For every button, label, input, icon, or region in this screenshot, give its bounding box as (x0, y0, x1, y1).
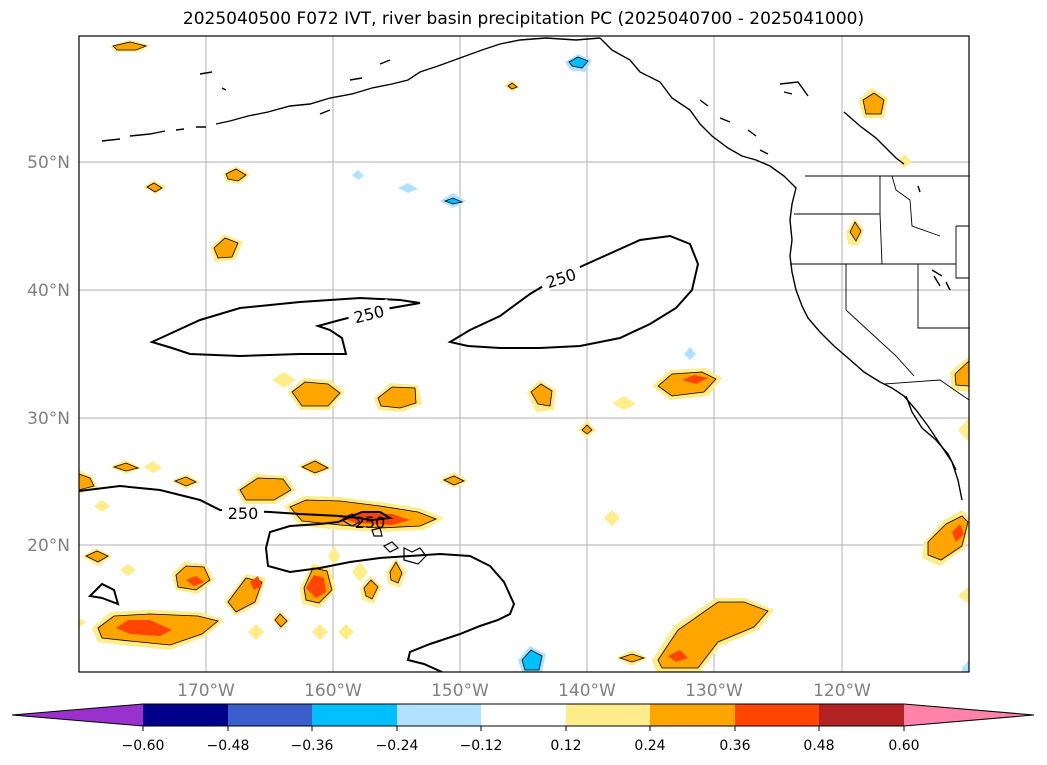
contour-label: 250 (228, 504, 259, 523)
political-borders (790, 175, 969, 401)
lat-label: 40°N (27, 281, 70, 301)
colorbar: −0.60 −0.48 −0.36 −0.24 −0.12 0.12 0.24 … (11, 703, 1035, 754)
colorbar-segment (819, 704, 904, 726)
colorbar-segment (12, 704, 143, 726)
colorbar-tick-label: −0.36 (291, 738, 334, 754)
ivt-contours (79, 234, 700, 672)
colorbar-segment (228, 704, 312, 726)
longitude-labels: 170°W 160°W 150°W 140°W 130°W 120°W (177, 681, 871, 701)
lon-label: 130°W (685, 681, 743, 701)
precip-shading (79, 40, 969, 672)
lat-label: 20°N (27, 536, 70, 556)
colorbar-segment (481, 704, 566, 726)
map-title: 2025040500 F072 IVT, river basin precipi… (182, 9, 865, 29)
lon-label: 150°W (431, 681, 489, 701)
colorbar-segment (312, 704, 397, 726)
colorbar-segment (143, 704, 228, 726)
colorbar-segment (735, 704, 819, 726)
colorbar-segment (904, 704, 1034, 726)
lon-label: 140°W (558, 681, 616, 701)
coastlines (101, 37, 963, 501)
contour-label: 250 (355, 513, 386, 532)
lat-label: 30°N (27, 409, 70, 429)
colorbar-tick-label: 0.48 (803, 738, 834, 754)
colorbar-segment (397, 704, 481, 726)
colorbar-tick-label: −0.60 (122, 738, 165, 754)
colorbar-tick-label: 0.24 (634, 738, 665, 754)
lon-label: 160°W (304, 681, 362, 701)
lon-label: 170°W (177, 681, 235, 701)
colorbar-tick-label: 0.12 (550, 738, 581, 754)
lat-label: 50°N (27, 153, 70, 173)
colorbar-segment (650, 704, 735, 726)
colorbar-tick-label: 0.36 (719, 738, 750, 754)
map-frame (78, 35, 970, 673)
colorbar-segment (566, 704, 650, 726)
lon-label: 120°W (813, 681, 871, 701)
colorbar-tick-label: −0.48 (207, 738, 250, 754)
contour-labels: 250 250 250 250 (222, 261, 584, 532)
latitude-labels: 50°N 40°N 30°N 20°N (27, 153, 70, 556)
colorbar-tick-label: −0.24 (376, 738, 419, 754)
colorbar-tick-label: 0.60 (888, 738, 919, 754)
map-area (79, 36, 969, 672)
colorbar-tick-label: −0.12 (460, 738, 503, 754)
